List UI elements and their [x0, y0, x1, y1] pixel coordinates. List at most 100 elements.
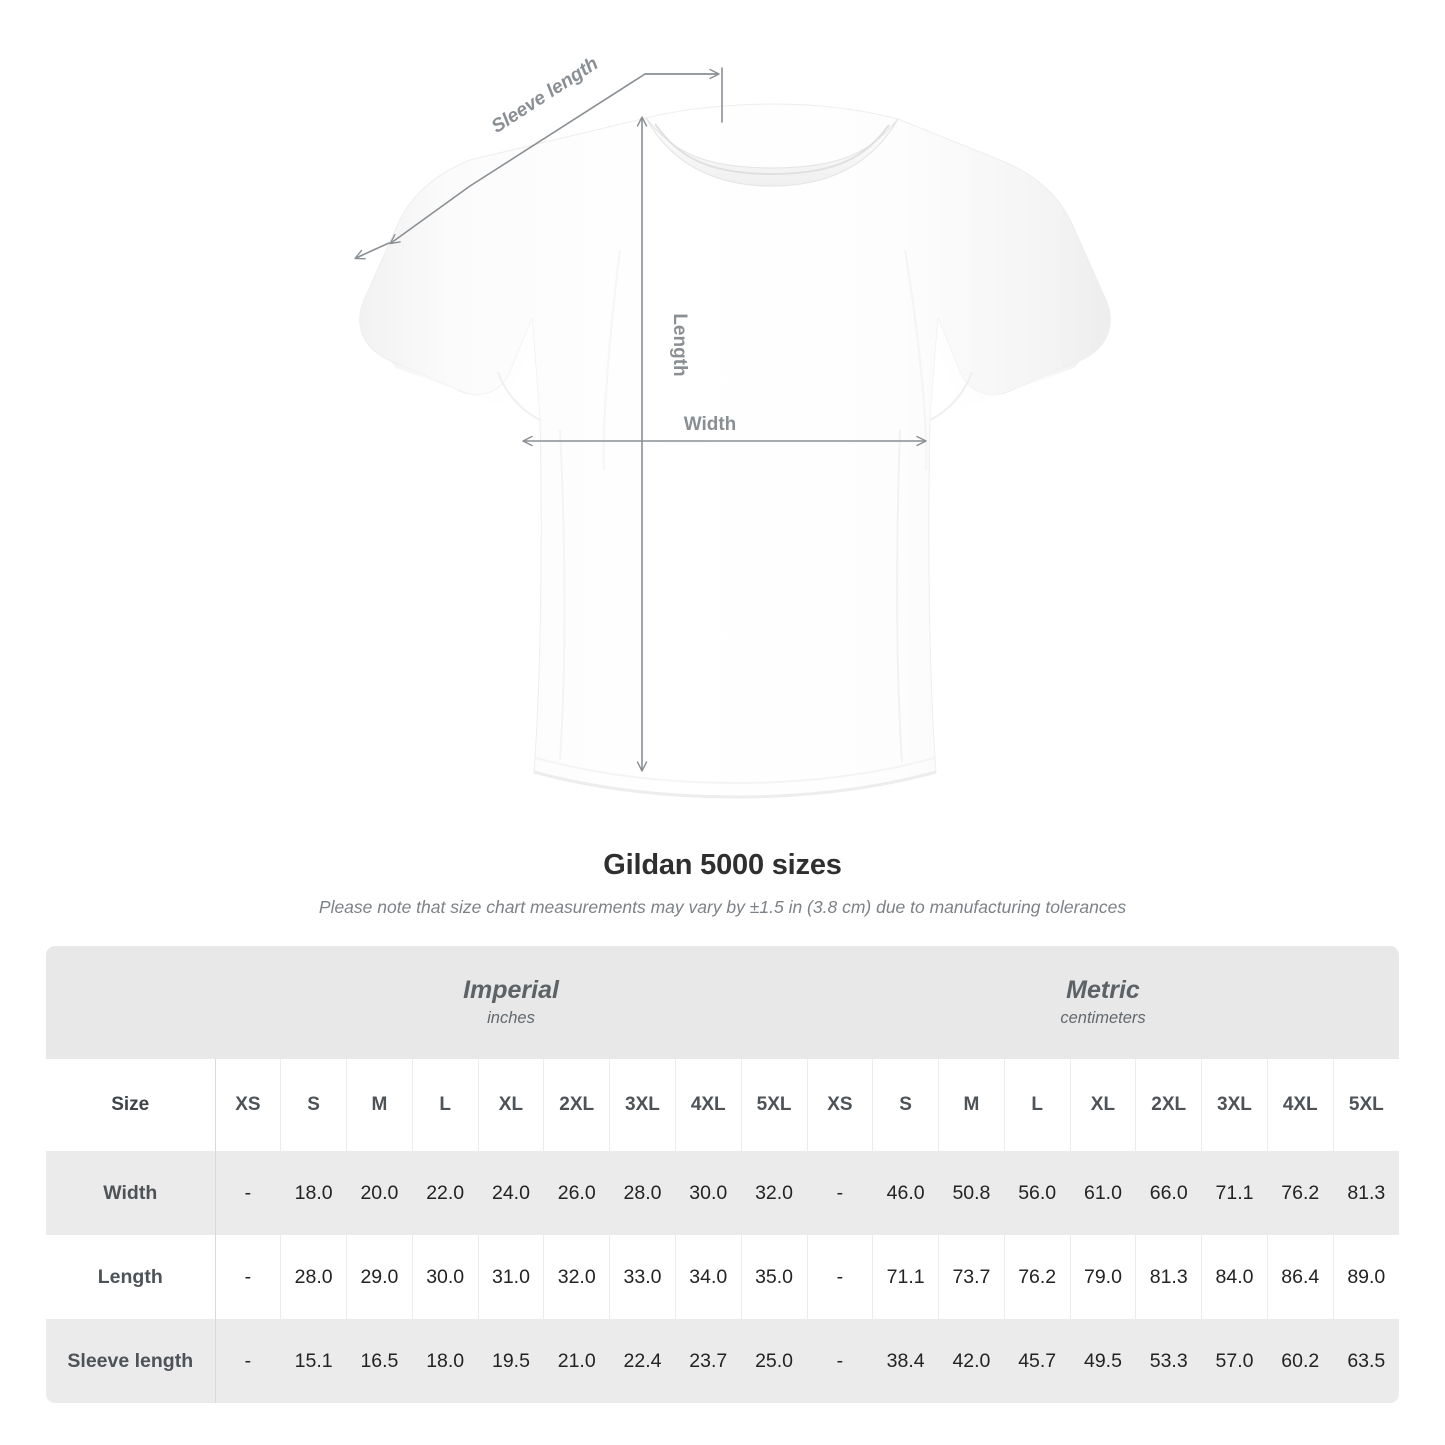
- cell-length-imperial-xl: 31.0: [478, 1235, 545, 1319]
- cell-length-metric-xl: 79.0: [1070, 1235, 1137, 1319]
- unit-subtitle: inches: [487, 1008, 535, 1027]
- cell-width-imperial-m: 20.0: [346, 1151, 413, 1235]
- cell-length-imperial-3xl: 33.0: [609, 1235, 676, 1319]
- table-row: Width -18.0 20.0 22.0 24.0 26.0 28.0 30.0 32.0-4…: [46, 1151, 1399, 1235]
- cell-length-imperial-4xl: 34.0: [675, 1235, 742, 1319]
- table-row: Sleeve length -15.1 16.5 18.0 19.5 21.0 22.4 23…: [46, 1319, 1399, 1403]
- column-header-imperial-xl: XL: [478, 1059, 545, 1151]
- cell-length-imperial-s: 28.0: [280, 1235, 348, 1319]
- cell-sleeve-length-metric-s: 38.4: [872, 1319, 940, 1403]
- cell-width-imperial-4xl: 30.0: [675, 1151, 742, 1235]
- cell-sleeve-length-imperial-xl: 19.5: [478, 1319, 545, 1403]
- cell-length-metric-l: 76.2: [1004, 1235, 1071, 1319]
- column-header-metric-5xl: 5XL: [1333, 1059, 1399, 1151]
- column-header-metric-l: L: [1004, 1059, 1071, 1151]
- cell-width-metric-m: 50.8: [938, 1151, 1005, 1235]
- size-table: Imperial inches Metric centimeters Size XS S M L…: [46, 946, 1399, 1403]
- column-header-imperial-s: S: [280, 1059, 348, 1151]
- cell-sleeve-length-imperial-3xl: 22.4: [609, 1319, 676, 1403]
- cell-width-imperial-xl: 24.0: [478, 1151, 545, 1235]
- cell-length-metric-3xl: 84.0: [1201, 1235, 1268, 1319]
- row-label-sleeve-length: Sleeve length: [46, 1319, 216, 1403]
- column-header-metric-2xl: 2XL: [1135, 1059, 1203, 1151]
- table-row: Length -28.0 29.0 30.0 31.0 32.0 33.0 34.0 35.0-…: [46, 1235, 1399, 1319]
- column-header-metric-3xl: 3XL: [1201, 1059, 1268, 1151]
- tolerance-note: Please note that size chart measurements…: [318, 897, 1127, 917]
- cell-length-metric-2xl: 81.3: [1135, 1235, 1203, 1319]
- cell-length-metric-s: 71.1: [872, 1235, 940, 1319]
- cell-width-metric-5xl: 81.3: [1333, 1151, 1399, 1235]
- cell-length-metric-4xl: 86.4: [1267, 1235, 1334, 1319]
- column-header-metric-xs: XS: [806, 1059, 874, 1151]
- width-label: Width: [684, 414, 737, 435]
- cell-sleeve-length-metric-2xl: 53.3: [1135, 1319, 1203, 1403]
- cell-length-metric-xs: -: [806, 1235, 874, 1319]
- cell-length-imperial-m: 29.0: [346, 1235, 413, 1319]
- cell-sleeve-length-metric-l: 45.7: [1004, 1319, 1071, 1403]
- row-label-length: Length: [46, 1235, 216, 1319]
- unit-subtitle: centimeters: [1060, 1008, 1146, 1027]
- column-header-imperial-xs: XS: [215, 1059, 282, 1151]
- length-label: Length: [669, 313, 690, 376]
- cell-length-metric-5xl: 89.0: [1333, 1235, 1399, 1319]
- column-header-imperial-4xl: 4XL: [675, 1059, 742, 1151]
- cell-width-imperial-xs: -: [215, 1151, 282, 1235]
- cell-sleeve-length-metric-xs: -: [806, 1319, 874, 1403]
- unit-banner-metric: Metric centimeters: [807, 946, 1399, 1059]
- tshirt-diagram: Sleeve length Length Width: [354, 53, 1111, 799]
- column-header-imperial-5xl: 5XL: [741, 1059, 808, 1151]
- unit-name: Imperial: [463, 975, 559, 1004]
- cell-width-metric-2xl: 66.0: [1135, 1151, 1203, 1235]
- page-title: Gildan 5000 sizes: [603, 849, 842, 881]
- cell-sleeve-length-imperial-xs: -: [215, 1319, 282, 1403]
- sleeve-length-label: Sleeve length: [488, 53, 602, 137]
- column-header-imperial-m: M: [346, 1059, 413, 1151]
- cell-width-imperial-2xl: 26.0: [543, 1151, 611, 1235]
- cell-length-imperial-xs: -: [215, 1235, 282, 1319]
- cell-sleeve-length-imperial-l: 18.0: [412, 1319, 479, 1403]
- unit-banner-spacer: [46, 946, 215, 1059]
- cell-sleeve-length-imperial-5xl: 25.0: [741, 1319, 808, 1403]
- cell-sleeve-length-imperial-4xl: 23.7: [675, 1319, 742, 1403]
- column-header-imperial-l: L: [412, 1059, 479, 1151]
- unit-name: Metric: [1066, 975, 1140, 1004]
- tshirt-graphic: [359, 103, 1111, 799]
- cell-width-imperial-s: 18.0: [280, 1151, 348, 1235]
- column-header-imperial-2xl: 2XL: [543, 1059, 611, 1151]
- cell-width-metric-3xl: 71.1: [1201, 1151, 1268, 1235]
- cell-sleeve-length-metric-3xl: 57.0: [1201, 1319, 1268, 1403]
- column-header-imperial-3xl: 3XL: [609, 1059, 676, 1151]
- size-header-row: Size XS S M L XL 2XL 3XL 4XL 5XL XS S M L XL 2XL 3XL 4XL 5…: [46, 1059, 1399, 1151]
- column-header-metric-xl: XL: [1070, 1059, 1137, 1151]
- column-header-metric-m: M: [938, 1059, 1005, 1151]
- cell-width-metric-s: 46.0: [872, 1151, 940, 1235]
- cell-length-metric-m: 73.7: [938, 1235, 1005, 1319]
- chart-heading: Gildan 5000 sizes Please note that size …: [0, 845, 1445, 919]
- cell-width-imperial-3xl: 28.0: [609, 1151, 676, 1235]
- cell-length-imperial-l: 30.0: [412, 1235, 479, 1319]
- cell-sleeve-length-imperial-2xl: 21.0: [543, 1319, 611, 1403]
- cell-sleeve-length-metric-5xl: 63.5: [1333, 1319, 1399, 1403]
- cell-width-imperial-5xl: 32.0: [741, 1151, 808, 1235]
- cell-width-metric-xs: -: [806, 1151, 874, 1235]
- row-label-width: Width: [46, 1151, 216, 1235]
- cell-width-metric-l: 56.0: [1004, 1151, 1071, 1235]
- column-header-size: Size: [46, 1059, 216, 1151]
- column-header-metric-s: S: [872, 1059, 940, 1151]
- cell-width-metric-xl: 61.0: [1070, 1151, 1137, 1235]
- unit-banner-imperial: Imperial inches: [215, 946, 807, 1059]
- cell-length-imperial-5xl: 35.0: [741, 1235, 808, 1319]
- cell-length-imperial-2xl: 32.0: [543, 1235, 611, 1319]
- cell-sleeve-length-imperial-m: 16.5: [346, 1319, 413, 1403]
- dimension-annotations: [354, 67, 927, 772]
- cell-width-metric-4xl: 76.2: [1267, 1151, 1334, 1235]
- cell-sleeve-length-metric-xl: 49.5: [1070, 1319, 1137, 1403]
- cell-sleeve-length-imperial-s: 15.1: [280, 1319, 348, 1403]
- cell-sleeve-length-metric-4xl: 60.2: [1267, 1319, 1334, 1403]
- unit-banner-row: Imperial inches Metric centimeters: [46, 946, 1399, 1059]
- cell-sleeve-length-metric-m: 42.0: [938, 1319, 1005, 1403]
- cell-width-imperial-l: 22.0: [412, 1151, 479, 1235]
- column-header-metric-4xl: 4XL: [1267, 1059, 1334, 1151]
- size-table-wrapper: Imperial inches Metric centimeters Size XS S M L…: [46, 946, 1399, 1403]
